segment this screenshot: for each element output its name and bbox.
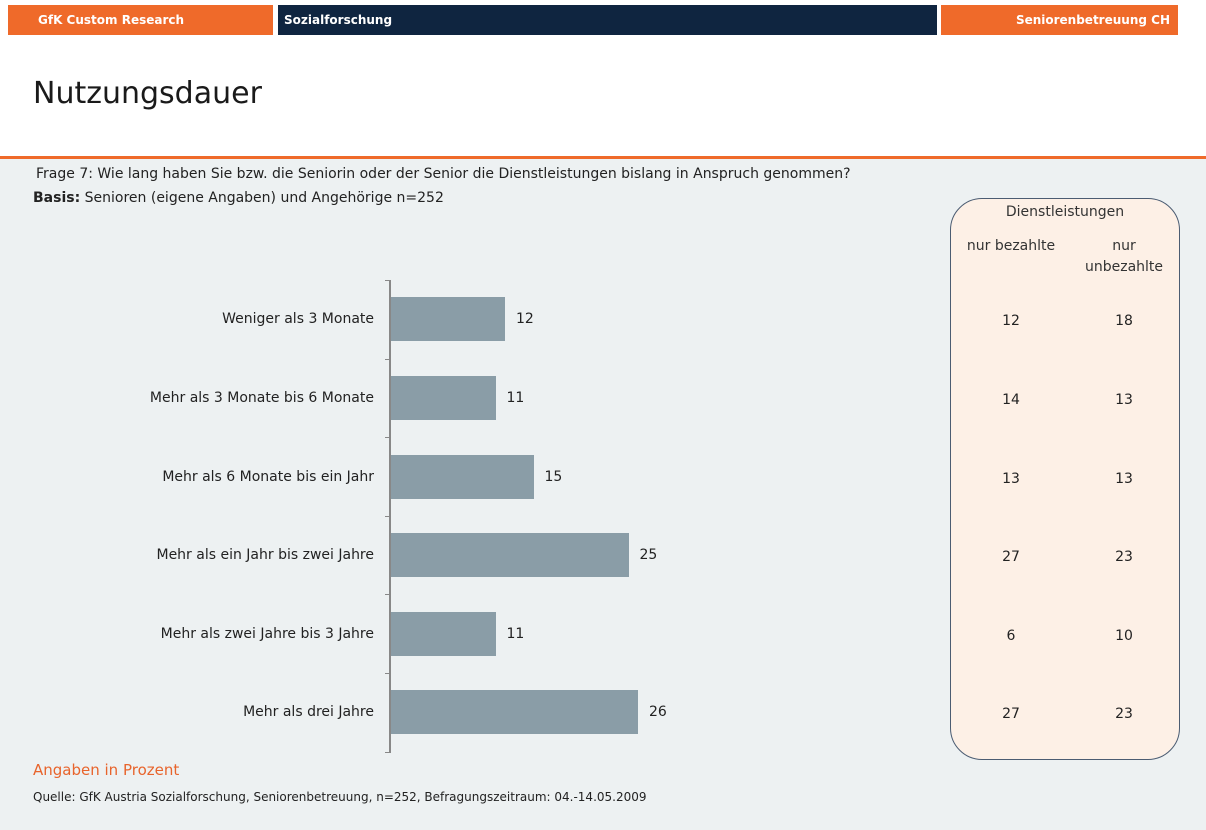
header-right: Seniorenbetreuung CH: [941, 5, 1178, 35]
category-label: Mehr als ein Jahr bis zwei Jahre: [156, 547, 374, 564]
table-cell: 18: [1115, 313, 1133, 330]
header-left: GfK Custom Research: [8, 5, 273, 35]
table-cell: 23: [1115, 706, 1133, 723]
data-label: 26: [649, 704, 667, 721]
bar: [391, 297, 505, 342]
page-title: Nutzungsdauer: [33, 76, 262, 111]
bar: [391, 375, 496, 420]
axis-tick: [385, 280, 391, 281]
basis-label: Basis:: [33, 190, 81, 206]
table-cell: 27: [1002, 706, 1020, 723]
column-header: nur bezahlte: [966, 238, 1056, 254]
table-cell: 12: [1002, 313, 1020, 330]
axis-tick: [385, 594, 391, 596]
axis-tick: [385, 673, 391, 674]
data-label: 25: [639, 547, 658, 564]
bar: [391, 690, 638, 735]
category-label: Mehr als 3 Monate bis 6 Monate: [149, 389, 374, 406]
divider: [0, 156, 1206, 159]
header-center: Sozialforschung: [278, 5, 937, 35]
data-label: 15: [544, 468, 563, 485]
bar: [391, 533, 629, 578]
basis: Basis: Senioren (eigene Angaben) und Ang…: [33, 190, 444, 206]
data-label: 12: [516, 311, 534, 328]
category-label: Mehr als zwei Jahre bis 3 Jahre: [160, 625, 374, 642]
column-header: nur unbezahlte: [1084, 238, 1164, 275]
table-cell: 13: [1002, 470, 1020, 487]
note: Angaben in Prozent: [33, 761, 180, 779]
question: Frage 7: Wie lang haben Sie bzw. die Sen…: [36, 166, 851, 182]
category-label: Mehr als drei Jahre: [243, 704, 374, 721]
source: Quelle: GfK Austria Sozialforschung, Sen…: [33, 790, 647, 804]
bar: [391, 611, 496, 656]
table-cell: 6: [1006, 627, 1016, 644]
table-cell: 14: [1002, 391, 1020, 408]
data-label: 11: [506, 389, 525, 406]
side-table-title: Dienstleistungen: [1005, 204, 1125, 220]
basis-text: Senioren (eigene Angaben) und Angehörige…: [84, 190, 444, 206]
category-label: Mehr als 6 Monate bis ein Jahr: [162, 468, 374, 485]
table-cell: 23: [1115, 549, 1133, 566]
axis-tick: [385, 515, 391, 517]
table-cell: 13: [1115, 391, 1133, 408]
category-label: Weniger als 3 Monate: [222, 311, 374, 328]
table-cell: 13: [1115, 470, 1133, 487]
table-cell: 27: [1002, 549, 1020, 566]
axis-tick: [385, 751, 391, 753]
data-label: 11: [506, 625, 525, 642]
axis-tick: [385, 437, 391, 439]
side-table: [950, 198, 1180, 760]
axis-tick: [385, 358, 391, 360]
table-cell: 10: [1115, 627, 1133, 644]
bar: [391, 454, 534, 499]
